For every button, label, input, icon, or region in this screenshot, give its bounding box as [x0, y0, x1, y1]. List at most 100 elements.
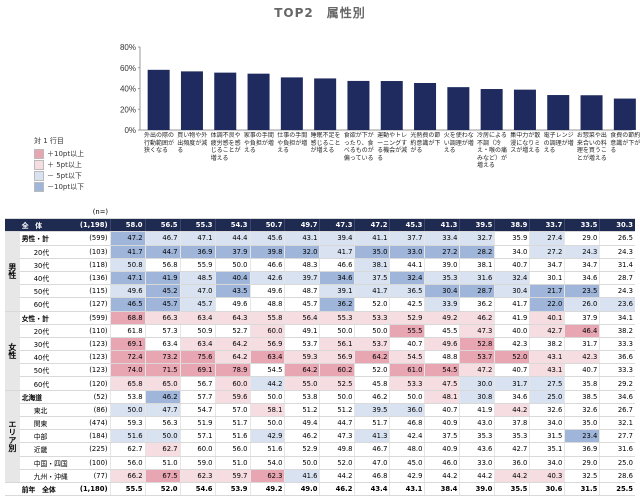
bar — [480, 89, 503, 130]
cell-value: 28.2 — [459, 245, 495, 259]
cell-value: 38.1 — [459, 258, 495, 272]
cell-value: 59.7 — [214, 469, 250, 483]
cell-value: 57.1 — [179, 429, 216, 444]
cell-value: 41.9 — [459, 403, 495, 418]
cell-value: 40.4 — [214, 271, 250, 286]
cell-value: 58.0 — [109, 218, 146, 233]
cell-value: 34.7 — [529, 258, 565, 272]
cell-value: 33.5 — [564, 218, 600, 233]
cell-value: 49.1 — [284, 324, 320, 338]
row-n: (110) — [74, 324, 111, 338]
cell-value: 25.5 — [599, 481, 635, 496]
cell-value: 43.1 — [529, 363, 565, 378]
cell-value: 27.4 — [529, 231, 565, 246]
bar — [347, 80, 370, 130]
cell-value: 36.9 — [564, 442, 600, 457]
bar — [414, 83, 437, 130]
y-tick-label: 80% — [120, 43, 136, 52]
table-row: 60代 (120) 65.8 65.0 56.7 60.0 44.2 55.0 52.5 45.8… — [5, 376, 635, 391]
cell-value: 44.4 — [214, 231, 250, 246]
bar — [513, 89, 536, 130]
cell-value: 52.5 — [319, 376, 355, 391]
cell-value: 41.3 — [354, 429, 390, 444]
cell-value: 49.4 — [284, 416, 320, 431]
legend-items: ＋10pt以上 ＋ 5pt以上 － 5pt以下 －10pt以下 — [34, 148, 110, 192]
table-body: (n=) 全 体 (1,198) 58.0 56.5 55.3 54.3 50.7 49.7 47… — [5, 206, 635, 496]
group-label: 男性 — [5, 231, 20, 312]
table-header-row: (n=) — [5, 206, 635, 220]
cell-value: 59.3 — [109, 416, 146, 431]
cell-value: 27.7 — [599, 429, 635, 444]
y-tick-label: 40% — [120, 85, 136, 94]
cell-value: 41.7 — [354, 284, 390, 299]
cell-value: 42.4 — [389, 429, 425, 444]
cell-value: 46.2 — [459, 310, 495, 325]
bar — [613, 98, 636, 130]
cell-value: 26.0 — [564, 297, 600, 312]
cell-value: 47.2 — [109, 231, 146, 246]
cell-value: 50.0 — [389, 389, 425, 404]
y-tick-label: 0% — [124, 126, 136, 135]
cell-value: 47.1 — [179, 231, 216, 246]
bar — [314, 78, 337, 130]
cell-value: 47.1 — [109, 271, 146, 286]
cell-value: 63.4 — [249, 350, 285, 365]
table-row: 中国・四国 (100) 56.0 51.0 59.0 51.0 54.0 50.0 52.0 47… — [5, 456, 635, 470]
cell-value: 39.5 — [354, 403, 390, 418]
cell-value: 37.5 — [424, 429, 460, 444]
cell-value: 34.0 — [494, 245, 530, 259]
bar — [247, 73, 270, 130]
cell-value: 56.9 — [319, 350, 355, 365]
cell-value: 42.7 — [529, 324, 565, 338]
header-spacer — [19, 206, 75, 220]
header-spacer — [145, 206, 181, 220]
cell-value: 33.0 — [389, 245, 425, 259]
legend-swatch — [34, 159, 44, 170]
bar — [147, 69, 170, 130]
category-label: お惣菜や出来合いの料理を買うことが増える — [576, 132, 607, 162]
row-n: (123) — [74, 363, 111, 378]
row-n: (127) — [74, 297, 111, 312]
cell-value: 44.7 — [144, 245, 181, 259]
cell-value: 50.9 — [179, 324, 216, 338]
table-row: 50代 (123) 74.0 71.5 69.1 78.9 54.5 64.2 60.2 52.0… — [5, 363, 635, 378]
cell-value: 32.7 — [459, 231, 495, 246]
cell-value: 62.3 — [249, 469, 285, 483]
row-label: 男性・計 — [19, 231, 75, 246]
cell-value: 48.1 — [424, 389, 460, 404]
cell-value: 63.4 — [144, 337, 181, 352]
category-label: 電子レンジの調理が増える — [543, 132, 574, 154]
cell-value: 46.8 — [354, 469, 390, 483]
row-label: 女性・計 — [19, 310, 75, 325]
cell-value: 50.0 — [109, 403, 146, 418]
row-label: 30代 — [19, 337, 75, 352]
cell-value: 35.8 — [564, 376, 600, 391]
cell-value: 55.3 — [319, 310, 355, 325]
cell-value: 31.6 — [599, 442, 635, 457]
header-spacer — [354, 206, 390, 220]
cell-value: 32.4 — [389, 271, 425, 286]
cell-value: 36.0 — [389, 403, 425, 418]
bar — [547, 95, 570, 130]
cell-value: 53.8 — [284, 389, 320, 404]
cell-value: 24.3 — [599, 284, 635, 299]
cell-value: 26.5 — [599, 231, 635, 246]
cell-value: 45.2 — [144, 284, 181, 299]
cell-value: 45.6 — [249, 231, 285, 246]
cell-value: 30.4 — [424, 284, 460, 299]
cell-value: 33.4 — [424, 231, 460, 246]
table-row: 50代 (115) 49.6 45.2 47.0 43.5 49.6 48.7 39.1 41.7… — [5, 284, 635, 299]
category-label: 火を使わない調理が増える — [443, 132, 474, 154]
cell-value: 34.6 — [319, 271, 355, 286]
cell-value: 37.9 — [564, 310, 600, 325]
category-label: 外出の際の行動範囲が狭くなる — [144, 132, 174, 154]
row-label: 30代 — [19, 258, 75, 272]
cell-value: 56.9 — [249, 337, 285, 352]
cell-value: 32.6 — [529, 403, 565, 418]
cell-value: 51.2 — [319, 403, 355, 418]
cell-value: 57.0 — [214, 403, 250, 418]
cell-value: 33.3 — [599, 363, 635, 378]
row-label: 20代 — [19, 245, 75, 259]
cell-value: 47.5 — [424, 376, 460, 391]
cell-value: 31.6 — [459, 271, 495, 286]
